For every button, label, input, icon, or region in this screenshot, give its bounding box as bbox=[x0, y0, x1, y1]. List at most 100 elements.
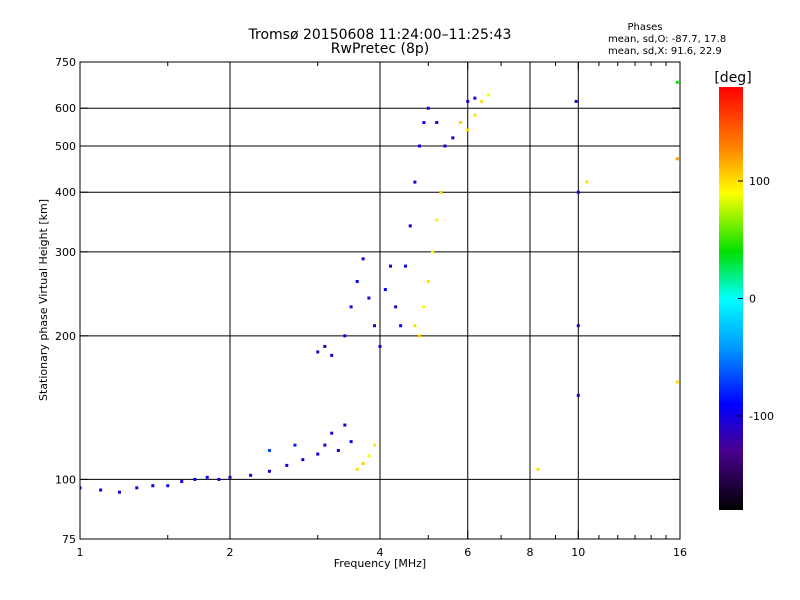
data-point bbox=[574, 99, 578, 103]
data-point bbox=[473, 113, 477, 117]
data-point bbox=[394, 305, 398, 309]
data-point bbox=[426, 279, 430, 283]
data-points bbox=[80, 80, 679, 494]
y-tick-label: 750 bbox=[55, 56, 76, 69]
y-tick-label: 400 bbox=[55, 186, 76, 199]
legend-title: Phases bbox=[627, 22, 662, 33]
data-point bbox=[80, 486, 82, 490]
data-point bbox=[316, 452, 320, 456]
chart-subtitle: RwPretec (8p) bbox=[331, 41, 429, 57]
data-point bbox=[473, 96, 477, 100]
data-point bbox=[193, 477, 197, 481]
data-point bbox=[373, 443, 377, 447]
colorbar-label: [deg] bbox=[714, 70, 751, 86]
data-point bbox=[675, 380, 679, 384]
data-point bbox=[135, 486, 139, 490]
data-point bbox=[417, 144, 421, 148]
data-point bbox=[422, 305, 426, 309]
data-point bbox=[343, 334, 347, 338]
data-point bbox=[458, 121, 462, 125]
data-point bbox=[389, 264, 393, 268]
data-point bbox=[466, 99, 470, 103]
x-tick-label: 10 bbox=[571, 546, 585, 559]
data-point bbox=[439, 190, 443, 194]
data-point bbox=[336, 448, 340, 452]
data-point bbox=[422, 121, 426, 125]
y-tick-label: 600 bbox=[55, 102, 76, 115]
x-tick-label: 6 bbox=[464, 546, 471, 559]
colorbar-ticks: 100 0 -100 bbox=[738, 175, 774, 423]
data-point bbox=[166, 484, 170, 488]
data-point bbox=[431, 250, 435, 254]
x-tick-label: 2 bbox=[227, 546, 234, 559]
x-tick-label: 4 bbox=[377, 546, 384, 559]
data-point bbox=[361, 257, 365, 261]
data-point bbox=[403, 264, 407, 268]
x-axis-label: Frequency [MHz] bbox=[334, 557, 426, 570]
data-point bbox=[435, 218, 439, 222]
data-point bbox=[443, 144, 447, 148]
data-point bbox=[378, 344, 382, 348]
data-point bbox=[151, 484, 155, 488]
data-point bbox=[373, 324, 377, 328]
data-point bbox=[486, 93, 490, 97]
y-tick-label: 100 bbox=[55, 473, 76, 486]
legend-line-x: mean, sd,X: 91.6, 22.9 bbox=[608, 46, 722, 57]
data-point bbox=[330, 431, 334, 435]
colorbar-tick-label: -100 bbox=[749, 410, 774, 423]
data-point bbox=[576, 324, 580, 328]
data-point bbox=[576, 393, 580, 397]
data-point bbox=[451, 136, 455, 140]
colorbar-tick-label: 100 bbox=[749, 175, 770, 188]
data-point bbox=[330, 353, 334, 357]
data-point bbox=[349, 440, 353, 444]
y-tick-label: 300 bbox=[55, 246, 76, 259]
data-point bbox=[536, 467, 540, 471]
data-point bbox=[435, 121, 439, 125]
data-point bbox=[205, 475, 209, 479]
legend-line-o: mean, sd,O: -87.7, 17.8 bbox=[608, 34, 726, 45]
data-point bbox=[217, 477, 221, 481]
y-tick-label: 200 bbox=[55, 330, 76, 343]
data-point bbox=[293, 443, 297, 447]
data-point bbox=[417, 334, 421, 338]
data-point bbox=[413, 324, 417, 328]
data-point bbox=[675, 80, 679, 84]
data-point bbox=[480, 99, 484, 103]
y-tick-label: 75 bbox=[62, 533, 76, 546]
data-point bbox=[249, 473, 253, 477]
data-point bbox=[576, 190, 580, 194]
x-tick-label: 16 bbox=[673, 546, 687, 559]
data-point bbox=[413, 180, 417, 184]
chart-title: Tromsø 20150608 11:24:00–11:25:43 bbox=[248, 27, 512, 43]
data-point bbox=[355, 467, 359, 471]
data-point bbox=[228, 475, 232, 479]
data-point bbox=[267, 448, 271, 452]
data-point bbox=[355, 279, 359, 283]
data-point bbox=[285, 463, 289, 467]
grid-lines bbox=[80, 62, 680, 539]
data-point bbox=[399, 324, 403, 328]
data-point bbox=[343, 423, 347, 427]
data-point bbox=[301, 458, 305, 462]
data-point bbox=[99, 488, 103, 492]
data-point bbox=[180, 479, 184, 483]
data-point bbox=[316, 350, 320, 354]
y-axis-label: Stationary phase Virtual Height [km] bbox=[37, 199, 50, 401]
data-point bbox=[267, 469, 271, 473]
data-point bbox=[323, 344, 327, 348]
data-point bbox=[117, 490, 121, 494]
data-point bbox=[426, 106, 430, 110]
data-point bbox=[585, 180, 589, 184]
x-tick-label: 8 bbox=[527, 546, 534, 559]
x-tick-label: 1 bbox=[77, 546, 84, 559]
data-point bbox=[675, 157, 679, 161]
data-point bbox=[361, 461, 365, 465]
data-point bbox=[408, 224, 412, 228]
colorbar-tick-label: 0 bbox=[749, 293, 756, 306]
axis-ticks: 1 2 4 6 8 10 16 75 100 200 300 400 500 600 750 bbox=[55, 56, 687, 559]
data-point bbox=[349, 305, 353, 309]
data-point bbox=[323, 443, 327, 447]
data-point bbox=[367, 296, 371, 300]
data-point bbox=[367, 454, 371, 458]
